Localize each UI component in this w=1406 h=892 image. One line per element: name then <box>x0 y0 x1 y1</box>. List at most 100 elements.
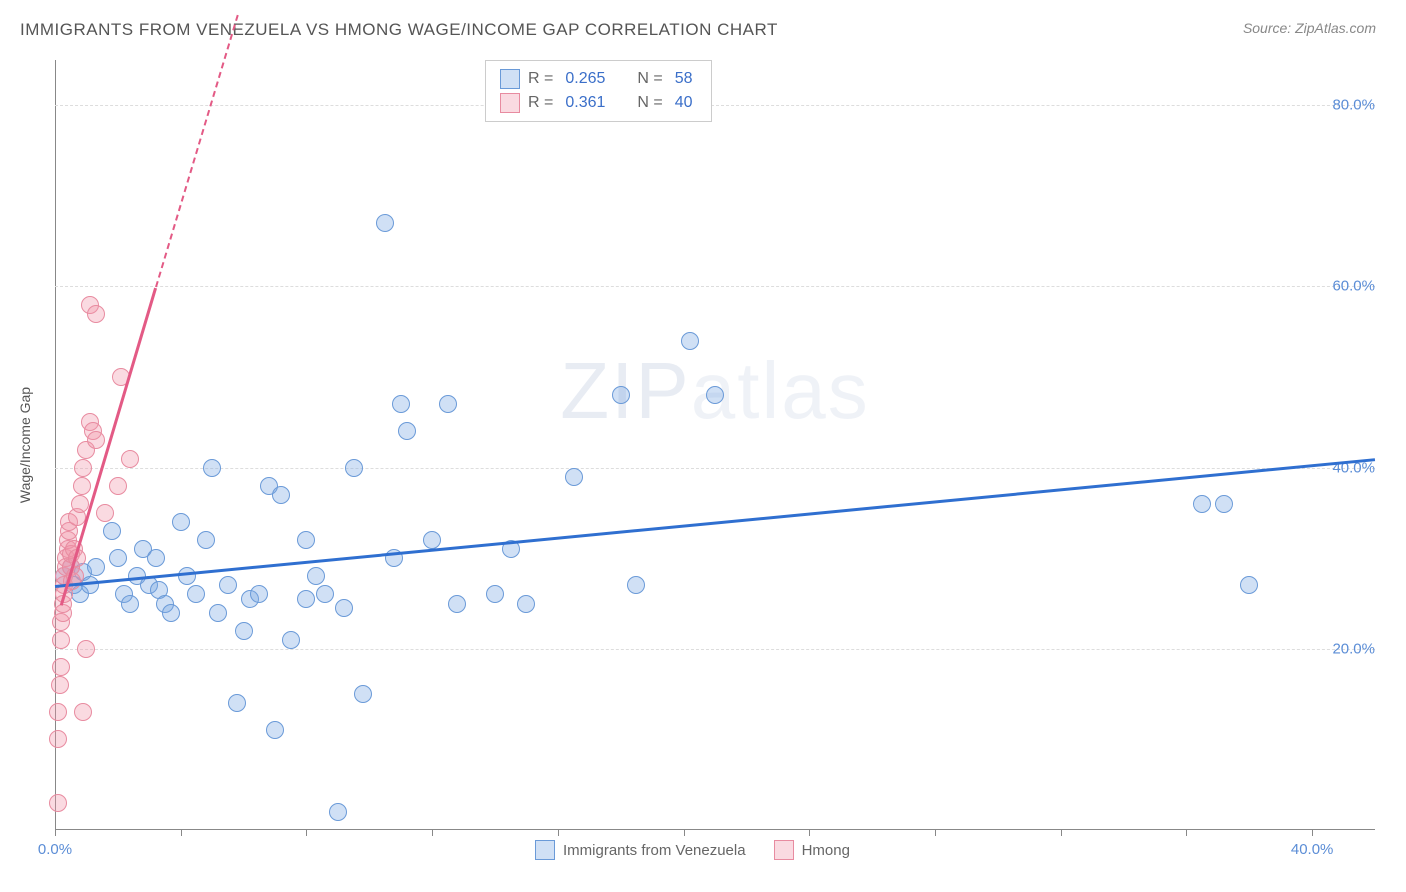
legend-swatch-hmong-bottom <box>774 840 794 860</box>
data-point <box>335 599 353 617</box>
legend-swatch-hmong <box>500 93 520 113</box>
data-point <box>121 450 139 468</box>
data-point <box>49 730 67 748</box>
data-point <box>96 504 114 522</box>
n-label: N = <box>637 70 662 88</box>
data-point <box>87 558 105 576</box>
gridline <box>55 649 1375 650</box>
data-point <box>354 685 372 703</box>
n-value-hmong: 40 <box>671 94 697 112</box>
x-tick <box>55 830 56 836</box>
data-point <box>74 703 92 721</box>
data-point <box>297 531 315 549</box>
gridline <box>55 105 1375 106</box>
legend-swatch-venezuela-bottom <box>535 840 555 860</box>
series-name-hmong: Hmong <box>802 842 850 859</box>
legend-item-hmong: Hmong <box>774 840 850 860</box>
trend-line <box>55 459 1375 588</box>
data-point <box>49 794 67 812</box>
data-point <box>219 576 237 594</box>
data-point <box>209 604 227 622</box>
data-point <box>1215 495 1233 513</box>
data-point <box>121 595 139 613</box>
data-point <box>109 477 127 495</box>
data-point <box>448 595 466 613</box>
x-tick-label: 0.0% <box>38 841 72 858</box>
data-point <box>706 386 724 404</box>
data-point <box>203 459 221 477</box>
gridline <box>55 468 1375 469</box>
data-point <box>307 567 325 585</box>
r-value-venezuela: 0.265 <box>561 70 609 88</box>
data-point <box>297 590 315 608</box>
data-point <box>612 386 630 404</box>
data-point <box>681 332 699 350</box>
data-point <box>486 585 504 603</box>
data-point <box>51 676 69 694</box>
data-point <box>439 395 457 413</box>
x-tick <box>1186 830 1187 836</box>
r-value-hmong: 0.361 <box>561 94 609 112</box>
data-point <box>162 604 180 622</box>
data-point <box>627 576 645 594</box>
x-tick <box>181 830 182 836</box>
series-name-venezuela: Immigrants from Venezuela <box>563 842 746 859</box>
data-point <box>49 703 67 721</box>
plot-region: Wage/Income Gap 20.0%40.0%60.0%80.0%0.0%… <box>55 60 1375 830</box>
x-tick <box>809 830 810 836</box>
chart-title: IMMIGRANTS FROM VENEZUELA VS HMONG WAGE/… <box>20 20 778 40</box>
x-tick-label: 40.0% <box>1291 841 1334 858</box>
data-point <box>87 431 105 449</box>
x-axis-line <box>55 829 1375 830</box>
data-point <box>197 531 215 549</box>
y-tick-label: 20.0% <box>1315 640 1375 657</box>
data-point <box>77 640 95 658</box>
data-point <box>172 513 190 531</box>
y-tick-label: 60.0% <box>1315 278 1375 295</box>
series-legend: Immigrants from Venezuela Hmong <box>535 840 850 860</box>
x-tick <box>1312 830 1313 836</box>
data-point <box>392 395 410 413</box>
data-point <box>345 459 363 477</box>
data-point <box>228 694 246 712</box>
data-point <box>74 459 92 477</box>
n-label: N = <box>637 94 662 112</box>
y-axis-label: Wage/Income Gap <box>17 387 33 503</box>
legend-item-venezuela: Immigrants from Venezuela <box>535 840 746 860</box>
data-point <box>71 495 89 513</box>
data-point <box>1193 495 1211 513</box>
legend-row-venezuela: R = 0.265 N = 58 <box>500 67 697 91</box>
x-tick <box>306 830 307 836</box>
data-point <box>376 214 394 232</box>
chart-area: ZIPatlas Wage/Income Gap 20.0%40.0%60.0%… <box>55 60 1375 830</box>
data-point <box>316 585 334 603</box>
x-tick <box>432 830 433 836</box>
data-point <box>73 477 91 495</box>
source-attribution: Source: ZipAtlas.com <box>1243 20 1376 36</box>
x-tick <box>935 830 936 836</box>
data-point <box>87 305 105 323</box>
data-point <box>178 567 196 585</box>
data-point <box>272 486 290 504</box>
data-point <box>52 631 70 649</box>
legend-row-hmong: R = 0.361 N = 40 <box>500 91 697 115</box>
data-point <box>565 468 583 486</box>
data-point <box>1240 576 1258 594</box>
x-tick <box>558 830 559 836</box>
x-tick <box>684 830 685 836</box>
data-point <box>423 531 441 549</box>
data-point <box>517 595 535 613</box>
data-point <box>398 422 416 440</box>
legend-swatch-venezuela <box>500 69 520 89</box>
data-point <box>147 549 165 567</box>
data-point <box>103 522 121 540</box>
data-point <box>187 585 205 603</box>
data-point <box>235 622 253 640</box>
x-tick <box>1061 830 1062 836</box>
r-label: R = <box>528 94 553 112</box>
data-point <box>329 803 347 821</box>
data-point <box>52 658 70 676</box>
data-point <box>282 631 300 649</box>
y-tick-label: 80.0% <box>1315 97 1375 114</box>
correlation-legend: R = 0.265 N = 58 R = 0.361 N = 40 <box>485 60 712 122</box>
